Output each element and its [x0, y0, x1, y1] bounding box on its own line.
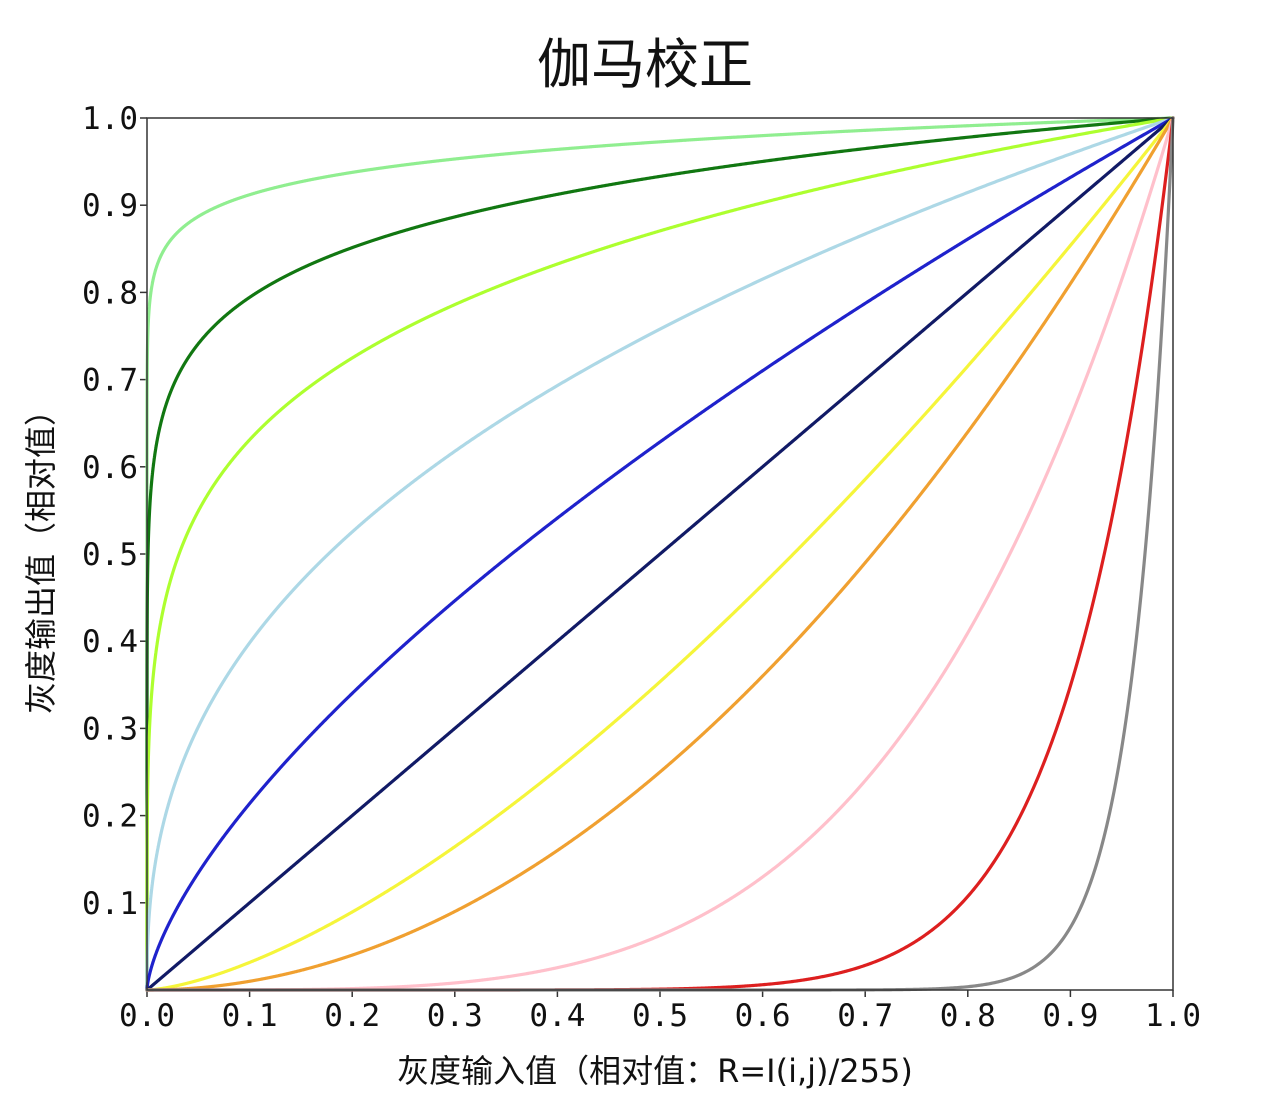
x-tick-label: 0.8	[940, 998, 996, 1034]
y-tick-label: 0.1	[82, 886, 138, 922]
x-tick-label: 0.0	[119, 998, 175, 1034]
series-lines	[145, 116, 1175, 992]
plot-frame	[146, 117, 1174, 991]
y-tick-labels: 0.1 0.2 0.3 0.4 0.5 0.6 0.7 0.8 0.9 1.0	[82, 101, 138, 922]
y-tick-label: 0.3	[82, 711, 138, 747]
x-tick-label: 0.9	[1042, 998, 1098, 1034]
series-line-gamma-0.20	[145, 116, 1175, 992]
series-line-gamma-0.40	[145, 116, 1175, 992]
y-tick-label: 0.4	[82, 624, 138, 660]
y-tick-label: 0.7	[82, 363, 138, 399]
x-tick-label: 0.6	[735, 998, 791, 1034]
x-tick-label: 1.0	[1145, 998, 1201, 1034]
y-tick-label: 0.8	[82, 275, 138, 311]
x-tick-label: 0.2	[324, 998, 380, 1034]
x-tick-label: 0.7	[837, 998, 893, 1034]
x-axis-title: 灰度输入值（相对值：R=I(i,j)/255)	[397, 1052, 913, 1090]
y-tick-label: 1.0	[82, 101, 138, 137]
series-line-gamma-0.04	[145, 116, 1175, 992]
series-line-gamma-0.67	[145, 116, 1175, 992]
x-tick-label: 0.4	[529, 998, 585, 1034]
x-tick-label: 0.1	[222, 998, 278, 1034]
series-line-gamma-1.00	[145, 116, 1175, 992]
y-axis-title: 灰度输出值（相对值）	[22, 394, 60, 714]
x-tick-label: 0.5	[632, 998, 688, 1034]
y-tick-label: 0.9	[82, 188, 138, 224]
y-tick-label: 0.5	[82, 537, 138, 573]
chart-title: 伽马校正	[537, 33, 753, 96]
y-tick-label: 0.2	[82, 799, 138, 835]
y-tick-label: 0.6	[82, 450, 138, 486]
x-tick-labels: 0.0 0.1 0.2 0.3 0.4 0.5 0.6 0.7 0.8 0.9 1.0	[119, 998, 1201, 1034]
series-line-gamma-0.10	[145, 116, 1175, 992]
x-tick-label: 0.3	[427, 998, 483, 1034]
